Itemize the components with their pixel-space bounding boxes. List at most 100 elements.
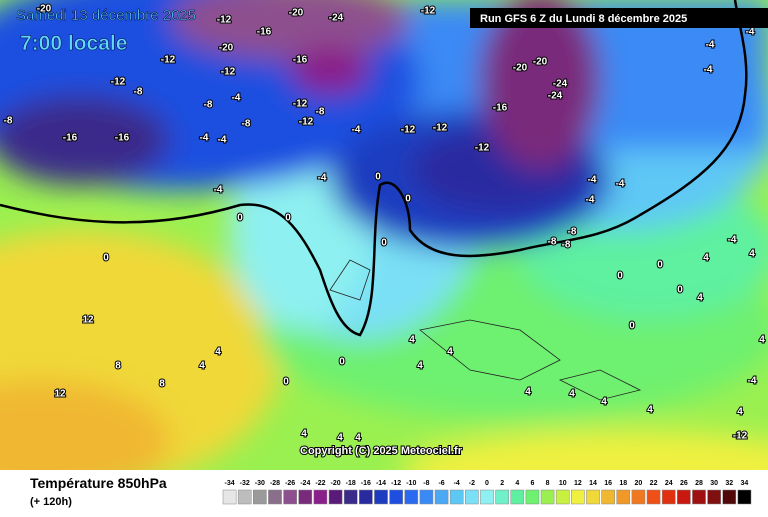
contour-label: -12 xyxy=(221,67,236,78)
contour-label: -8 xyxy=(568,227,577,238)
contour-label: -12 xyxy=(293,99,308,110)
scale-swatch xyxy=(510,489,525,505)
scale-swatch xyxy=(495,489,509,505)
contour-label: -8 xyxy=(562,240,571,251)
scale-swatch xyxy=(419,489,434,505)
time: 7:00 locale xyxy=(20,32,127,55)
scale-swatch xyxy=(374,489,388,505)
scale-swatch xyxy=(449,489,464,505)
contour-label: 4 xyxy=(703,253,709,264)
footer-title: Température 850hPa xyxy=(30,475,167,491)
contour-label: 4 xyxy=(697,293,703,304)
contour-label: 4 xyxy=(409,335,415,346)
contour-label: 4 xyxy=(749,249,755,260)
contour-label: -24 xyxy=(553,79,568,90)
contour-label: 0 xyxy=(617,271,623,282)
scale-swatch xyxy=(343,489,358,505)
scale-swatch xyxy=(525,489,540,505)
contour-label: -4 xyxy=(704,65,713,76)
scale-swatch xyxy=(707,489,721,505)
contour-label: 4 xyxy=(355,433,361,444)
contour-label: 0 xyxy=(237,213,243,224)
contour-label: -8 xyxy=(204,100,213,111)
contour-label: -12 xyxy=(475,143,490,154)
scale-swatch xyxy=(328,489,343,505)
contour-label: -4 xyxy=(706,40,715,51)
scale-label: 26 xyxy=(680,480,688,487)
scale-swatch xyxy=(298,489,313,505)
contour-label: -16 xyxy=(257,27,272,38)
contour-label: -4 xyxy=(218,135,227,146)
scale-swatch xyxy=(389,489,403,505)
scale-swatch xyxy=(722,489,737,505)
scale-label: 18 xyxy=(619,480,627,487)
contour-label: -8 xyxy=(548,237,557,248)
contour-label: -16 xyxy=(293,55,308,66)
scale-swatch xyxy=(237,489,252,505)
scale-label: -16 xyxy=(361,480,371,487)
contour-label: 8 xyxy=(159,379,165,390)
contour-label: 4 xyxy=(337,433,343,444)
scale-swatch xyxy=(268,489,282,505)
contour-label: 8 xyxy=(115,361,121,372)
contour-label: -20 xyxy=(513,63,528,74)
contour-label: 4 xyxy=(737,407,743,418)
contour-label: 4 xyxy=(569,389,575,400)
contour-label: 12 xyxy=(54,389,66,400)
scale-swatch xyxy=(253,489,267,505)
contour-label: -4 xyxy=(748,376,757,387)
run-box xyxy=(470,8,768,28)
coastlines xyxy=(329,259,642,401)
contour-label: -16 xyxy=(493,103,508,114)
scale-label: -26 xyxy=(285,480,295,487)
footer-lead: (+ 120h) xyxy=(30,496,72,508)
contour-label: 0 xyxy=(283,377,289,388)
contour-label: 4 xyxy=(215,347,221,358)
scale-label: -10 xyxy=(406,480,416,487)
contour-label: -4 xyxy=(200,133,209,144)
scale-swatch xyxy=(555,489,570,505)
scale-swatch xyxy=(465,489,479,505)
scale-label: 4 xyxy=(515,480,519,487)
contour-label: 0 xyxy=(285,213,291,224)
contour-label: -4 xyxy=(586,195,595,206)
scale-swatch xyxy=(571,489,585,505)
scale-label: -8 xyxy=(423,480,429,487)
scale-label: 32 xyxy=(725,480,733,487)
zero-isotherm xyxy=(0,0,748,337)
scale-label: -30 xyxy=(255,480,265,487)
contour-label: 0 xyxy=(339,357,345,368)
contour-label: 4 xyxy=(447,347,453,358)
contour-label: -12 xyxy=(401,125,416,136)
scale-label: 14 xyxy=(589,480,597,487)
contour-label: -4 xyxy=(616,179,625,190)
scale-label: -24 xyxy=(300,480,310,487)
contour-label: -24 xyxy=(329,13,344,24)
contour-label: 0 xyxy=(375,172,381,183)
contour-label: 4 xyxy=(301,429,307,440)
scale-swatch xyxy=(283,489,297,505)
scale-swatch xyxy=(692,489,706,505)
contour-label: -20 xyxy=(37,4,52,15)
scale-label: -20 xyxy=(331,480,341,487)
contour-label: 0 xyxy=(657,260,663,271)
scale-swatch xyxy=(646,489,661,505)
contour-label: -12 xyxy=(111,77,126,88)
scale-swatch xyxy=(222,489,237,505)
contour-label: 4 xyxy=(417,361,423,372)
contour-label: 0 xyxy=(405,194,411,205)
contour-label: -4 xyxy=(232,93,241,104)
scale-label: 0 xyxy=(485,480,489,487)
copyright: Copyright (C) 2025 Meteociel.fr xyxy=(300,445,463,457)
date: Samedi 13 décembre 2025 xyxy=(16,7,196,24)
contour-label: 12 xyxy=(82,315,94,326)
color-scale: -34 -32 -30 -28 -26 -24 -22 -20 -18 -16 -14 -12 -10-… xyxy=(222,480,752,505)
scale-swatch xyxy=(601,489,615,505)
contour-label: 0 xyxy=(677,285,683,296)
scale-label: -34 xyxy=(225,480,235,487)
scale-swatch xyxy=(480,489,494,505)
contour-label: 0 xyxy=(629,321,635,332)
scale-label: -12 xyxy=(391,480,401,487)
